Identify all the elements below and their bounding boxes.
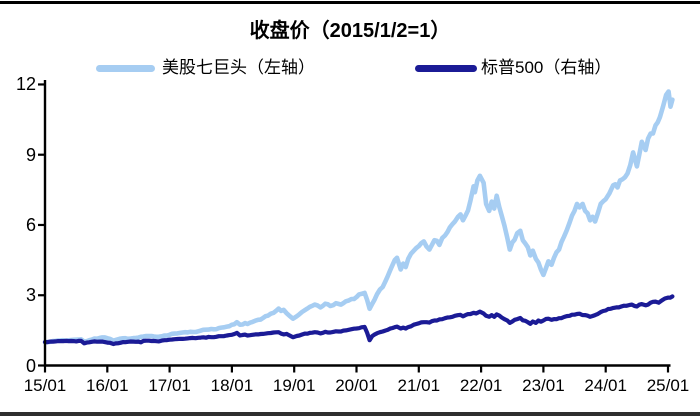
series-line-mag7 bbox=[42, 89, 675, 345]
y-tick-label: 0 bbox=[25, 355, 36, 376]
top-border bbox=[0, 1, 700, 4]
x-tick-label: 17/01 bbox=[148, 376, 191, 395]
bottom-border bbox=[0, 412, 700, 416]
chart-title: 收盘价（2015/1/2=1） bbox=[249, 20, 451, 42]
x-tick-label: 22/01 bbox=[459, 376, 503, 395]
legend-label-sp500: 标普500（右轴） bbox=[481, 58, 612, 77]
axes-lines bbox=[43, 80, 671, 367]
legend-swatch-mag7 bbox=[96, 65, 155, 72]
y-tick-label: 9 bbox=[25, 144, 36, 165]
x-tick-label: 25/01 bbox=[646, 376, 690, 395]
x-tick-label: 20/01 bbox=[335, 376, 378, 395]
y-tick-label: 3 bbox=[25, 285, 36, 306]
x-tick-label: 16/01 bbox=[86, 376, 129, 395]
legend-swatch-sp500 bbox=[415, 65, 477, 72]
y-tick-label: 12 bbox=[15, 74, 36, 95]
x-tick-label: 15/01 bbox=[23, 376, 67, 395]
x-tick-label: 23/01 bbox=[522, 376, 565, 395]
series-line-sp500 bbox=[42, 294, 675, 347]
x-tick-label: 24/01 bbox=[584, 376, 627, 395]
legend-label-mag7: 美股七巨头（左轴） bbox=[162, 58, 315, 77]
x-tick-label: 19/01 bbox=[272, 376, 316, 395]
x-tick-label: 21/01 bbox=[397, 376, 441, 395]
y-tick-label: 6 bbox=[25, 214, 36, 235]
x-tick-label: 18/01 bbox=[210, 376, 254, 395]
